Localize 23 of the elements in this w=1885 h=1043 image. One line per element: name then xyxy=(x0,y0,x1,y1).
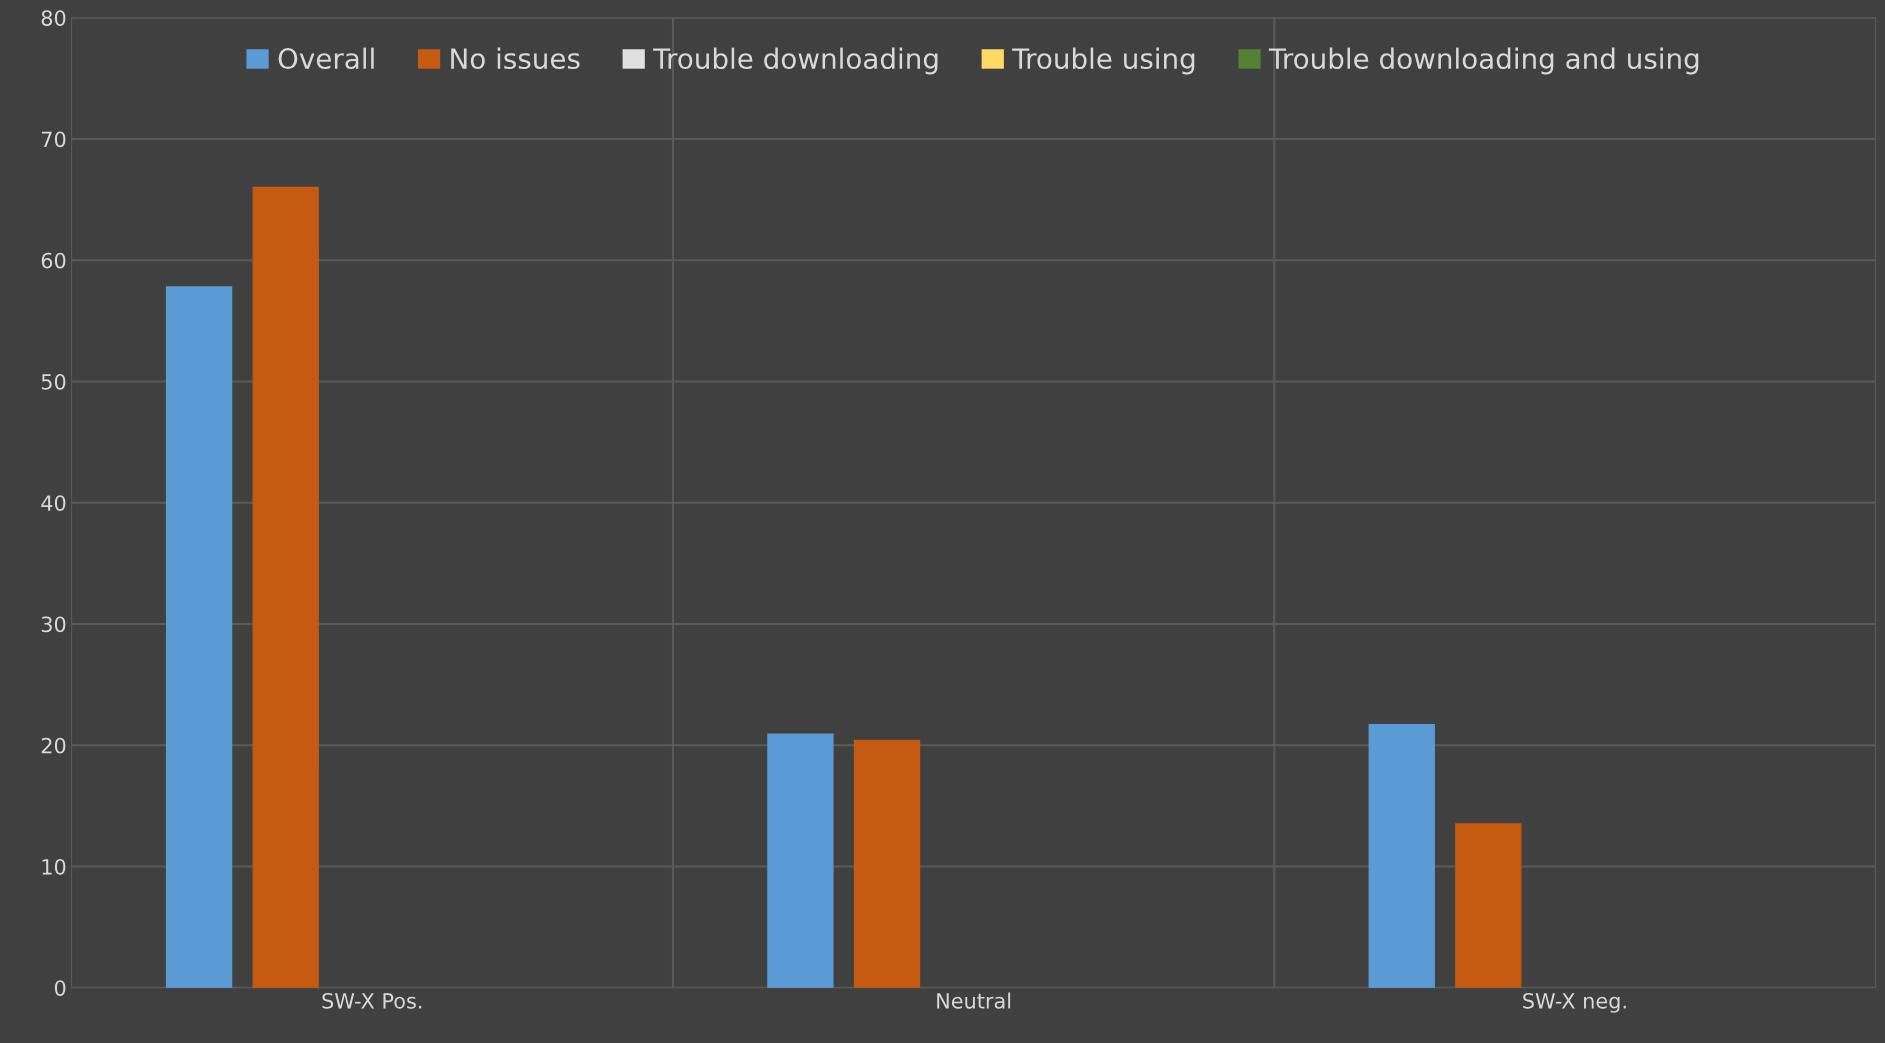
bar xyxy=(1368,723,1435,988)
y-tick-label: 20 xyxy=(41,737,66,754)
y-tick-label: 80 xyxy=(41,10,66,26)
y-tick-label: 10 xyxy=(42,858,66,875)
legend-label: Trouble downloading and using xyxy=(1268,47,1699,75)
y-tick-label: 60 xyxy=(41,252,66,269)
legend-label: No issues xyxy=(451,47,580,70)
bar xyxy=(853,739,921,988)
y-tick-label: 70 xyxy=(41,131,66,148)
x-tick-label: Neutral xyxy=(937,992,1011,1009)
bar xyxy=(252,186,319,988)
y-tick-label: 30 xyxy=(41,616,66,633)
y-tick-label: 40 xyxy=(41,495,66,511)
x-tick-label: SW-X neg. xyxy=(1523,992,1626,1013)
legend-label: Trouble using xyxy=(1012,47,1195,75)
legend-label: Trouble downloading xyxy=(653,47,938,75)
x-tick-label: SW-X Pos. xyxy=(322,992,422,1009)
y-tick-label: 0 xyxy=(54,980,66,996)
legend-label: Overall xyxy=(278,47,374,70)
bar xyxy=(767,733,834,988)
y-tick-label: 50 xyxy=(41,373,66,390)
bar xyxy=(1455,823,1522,988)
bar xyxy=(165,286,233,988)
